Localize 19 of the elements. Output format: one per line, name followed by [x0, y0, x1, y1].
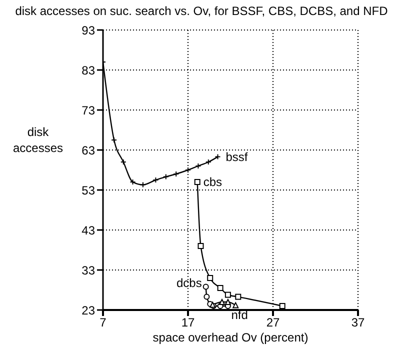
y-tick-label: 53 — [82, 183, 96, 198]
series-label: cbs — [203, 175, 222, 189]
chart-title: disk accesses on suc. search vs. Ov, for BSSF, CBS, DCBS, and NFD — [14, 4, 389, 18]
y-tick-label: 43 — [82, 223, 96, 238]
y-axis-title: disk accesses — [12, 124, 64, 156]
x-tick-label: 27 — [266, 316, 280, 330]
x-axis-title: space overhead Ov (percent) — [152, 330, 308, 345]
series-label: dcbs — [176, 276, 202, 290]
x-tick-label: 17 — [181, 316, 195, 330]
x-tick-label: 37 — [351, 316, 365, 330]
y-tick-label: 63 — [82, 143, 96, 158]
y-tick-label: 23 — [82, 303, 96, 318]
x-tick-label: 7 — [100, 316, 107, 330]
y-tick-label: 73 — [82, 103, 96, 118]
series-label: bssf — [226, 150, 248, 164]
y-tick-label: 83 — [82, 63, 96, 78]
y-tick-label: 33 — [82, 263, 96, 278]
y-tick-label: 93 — [82, 23, 96, 38]
series-label: nfd — [231, 308, 248, 322]
